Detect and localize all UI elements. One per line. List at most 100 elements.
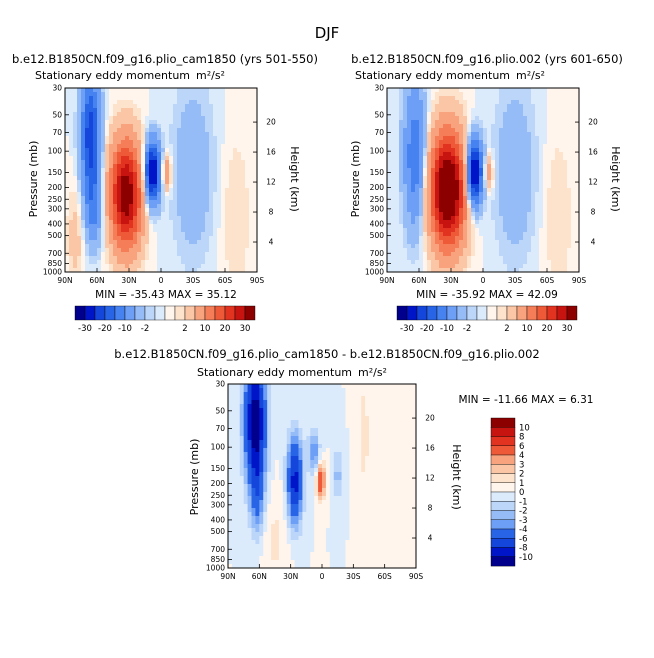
contour-cell [225,96,229,100]
contour-cell [427,204,431,208]
contour-cell [467,148,471,152]
contour-cell [475,220,479,224]
contour-cell [559,160,563,164]
contour-cell [252,396,256,400]
contour-cell [491,172,495,176]
contour-cell [419,196,423,200]
contour-cell [133,256,137,260]
contour-cell [97,100,101,104]
contour-cell [439,180,443,184]
x-tick-label: 30N [121,276,136,285]
contour-cell [85,112,89,116]
contour-cell [105,188,109,192]
contour-cell [97,208,101,212]
contour-cell [97,216,101,220]
contour-cell [387,108,391,112]
contour-cell [471,112,475,116]
contour-cell [555,144,559,148]
contour-cell [495,224,499,228]
contour-cell [121,180,125,184]
contour-cell [306,392,310,396]
contour-cell [133,112,137,116]
contour-cell [93,96,97,100]
contour-cell [471,252,475,256]
contour-cell [217,220,221,224]
contour-cell [133,180,137,184]
contour-cell [511,232,515,236]
contour-cell [149,140,153,144]
contour-cell [101,172,105,176]
contour-cell [427,160,431,164]
contour-cell [125,216,129,220]
contour-cell [177,164,181,168]
contour-cell [65,104,69,108]
contour-cell [77,96,81,100]
contour-cell [209,116,213,120]
contour-cell [427,252,431,256]
contour-cell [471,180,475,184]
colorbar-swatch [205,306,215,320]
contour-cell [241,264,245,268]
contour-cell [439,92,443,96]
panel-2-stats: MIN = -35.92 MAX = 42.09 [416,289,558,301]
contour-cell [423,208,427,212]
contour-cell [419,168,423,172]
contour-cell [447,120,451,124]
contour-cell [547,188,551,192]
contour-cell [157,172,161,176]
contour-cell [475,164,479,168]
contour-cell [543,116,547,120]
contour-cell [101,128,105,132]
contour-cell [225,116,229,120]
contour-cell [295,408,299,412]
contour-cell [435,104,439,108]
contour-cell [121,236,125,240]
contour-cell [89,136,93,140]
contour-cell [229,160,233,164]
contour-cell [161,212,165,216]
contour-cell [105,172,109,176]
contour-cell [483,116,487,120]
contour-cell [105,136,109,140]
contour-cell [471,260,475,264]
contour-cell [241,112,245,116]
contour-cell [491,104,495,108]
contour-cell [483,188,487,192]
contour-cell [89,264,93,268]
contour-cell [471,248,475,252]
contour-cell [495,164,499,168]
contour-cell [515,232,519,236]
contour-cell [73,180,77,184]
contour-cell [201,204,205,208]
contour-cell [81,260,85,264]
contour-cell [419,152,423,156]
contour-cell [571,156,575,160]
contour-cell [479,152,483,156]
contour-cell [349,396,353,400]
contour-cell [463,228,467,232]
contour-cell [161,144,165,148]
contour-cell [225,248,229,252]
contour-cell [121,212,125,216]
contour-cell [157,128,161,132]
contour-cell [249,148,253,152]
contour-cell [141,204,145,208]
contour-cell [137,132,141,136]
contour-cell [69,236,73,240]
contour-cell [346,396,350,400]
contour-cell [93,264,97,268]
contour-cell [89,116,93,120]
contour-cell [507,196,511,200]
contour-cell [141,152,145,156]
contour-cell [503,108,507,112]
contour-cell [291,388,295,392]
contour-cell [519,140,523,144]
contour-cell [85,200,89,204]
contour-cell [475,136,479,140]
contour-cell [499,212,503,216]
contour-cell [519,252,523,256]
contour-cell [467,88,471,92]
contour-cell [395,172,399,176]
contour-cell [471,204,475,208]
contour-cell [129,132,133,136]
